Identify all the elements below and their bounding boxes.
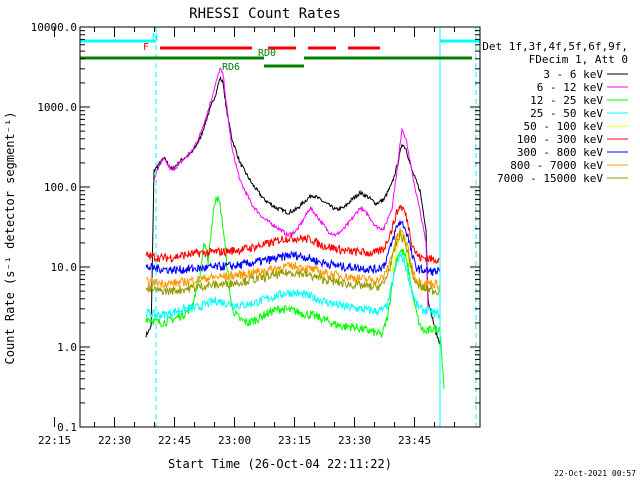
y-tick-label: 1000.0 bbox=[37, 101, 77, 114]
x-tick-label: 22:30 bbox=[98, 434, 131, 447]
series-line-100-300kev bbox=[145, 204, 441, 264]
x-tick-label: 23:15 bbox=[278, 434, 311, 447]
x-axis-label: Start Time (26-Oct-04 22:11:22) bbox=[168, 457, 392, 471]
y-tick-label: 10000.0 bbox=[31, 21, 77, 34]
chart-title: RHESSI Count Rates bbox=[189, 6, 341, 22]
y-tick-label: 1.0 bbox=[57, 341, 77, 354]
x-tick-label: 23:45 bbox=[398, 434, 431, 447]
legend-label: 50 - 100 keV bbox=[524, 120, 604, 133]
y-tick-label: 10.0 bbox=[51, 261, 78, 274]
x-tick-label: 23:30 bbox=[338, 434, 371, 447]
y-axis-ticks: 0.1 1.0 10.0 100.0 1000.0 10000.0 bbox=[31, 21, 480, 434]
plot-series-group bbox=[145, 66, 445, 389]
x-tick-label: 22:45 bbox=[158, 434, 191, 447]
legend-label: 6 - 12 keV bbox=[537, 81, 604, 94]
legend-label: 100 - 300 keV bbox=[517, 133, 603, 146]
x-axis-ticks: 22:15 22:30 22:45 23:00 23:15 23:30 23:45 bbox=[38, 27, 456, 447]
legend-label: 12 - 25 keV bbox=[530, 94, 603, 107]
x-tick-label: 23:00 bbox=[218, 434, 251, 447]
annotation-label-rd6: RD6 bbox=[222, 62, 240, 73]
legend-label: 300 - 800 keV bbox=[517, 146, 603, 159]
legend-header-line-1: Det 1f,3f,4f,5f,6f,9f, bbox=[482, 40, 628, 53]
annotation-label-n: N bbox=[152, 32, 158, 43]
series-line-300-800kev bbox=[145, 220, 441, 276]
annotation-label-f: F bbox=[143, 42, 149, 53]
series-line-12-25kev bbox=[145, 195, 445, 389]
legend-label: 7000 - 15000 keV bbox=[497, 172, 603, 185]
series-line-3-6kev bbox=[145, 75, 441, 345]
y-tick-label: 100.0 bbox=[44, 181, 77, 194]
series-line-800-7000kev bbox=[145, 227, 441, 289]
series-line-7000-15000kev bbox=[145, 230, 441, 296]
plot-annotations-group: NF RD0 RD6 bbox=[80, 27, 480, 427]
legend-label: 3 - 6 keV bbox=[543, 68, 603, 81]
x-tick-label: 22:15 bbox=[38, 434, 71, 447]
annotation-label-rd0: RD0 bbox=[258, 48, 276, 59]
y-tick-label: 0.1 bbox=[57, 421, 77, 434]
series-line-25-50kev bbox=[145, 251, 441, 320]
timestamp: 22-Oct-2021 00:57 bbox=[554, 469, 636, 478]
y-axis-label: Count Rate (s⁻¹ detector segment⁻¹) bbox=[3, 112, 17, 365]
legend-label: 25 - 50 keV bbox=[530, 107, 603, 120]
legend-header-line-2: FDecim 1, Att 0 bbox=[529, 53, 628, 66]
plot-frame bbox=[79, 26, 481, 428]
legend-label: 800 - 7000 keV bbox=[510, 159, 603, 172]
